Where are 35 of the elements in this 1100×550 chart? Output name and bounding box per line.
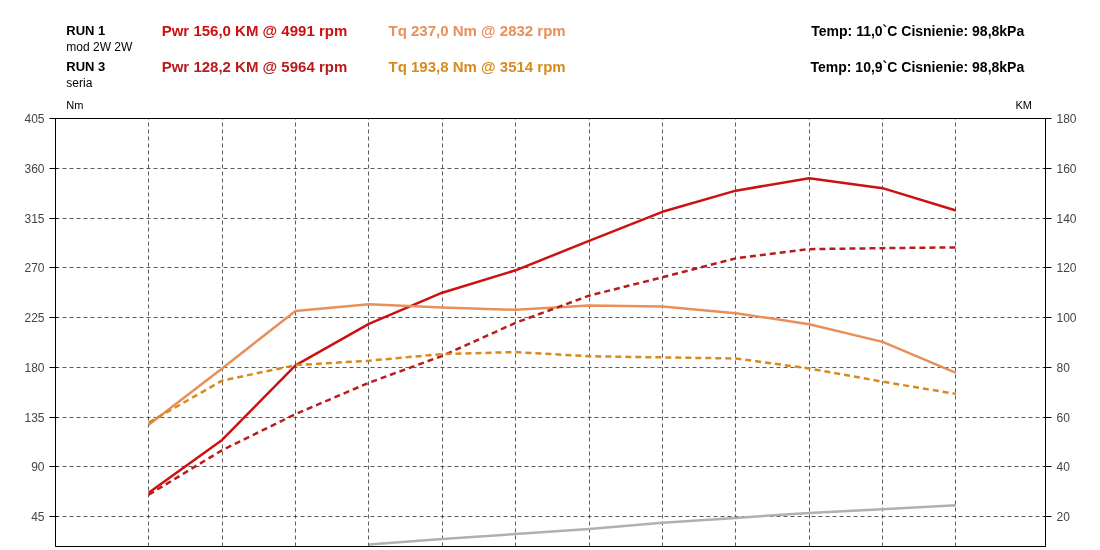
y-tick-label: 225	[24, 311, 45, 326]
y-tick-label: 270	[24, 261, 45, 276]
line-series	[367, 503, 958, 546]
y2-axis-title: KM	[1015, 98, 1032, 111]
y2-tick-label: 100	[1056, 311, 1077, 326]
line-series	[147, 246, 958, 496]
y2-tick-label: 160	[1056, 161, 1077, 176]
line-series	[147, 350, 958, 424]
text: Temp: 10,9`C Cisnienie: 98,8kPa	[810, 58, 1025, 75]
text: mod 2W 2W	[66, 39, 133, 54]
text: Pwr 128,2 KM @ 5964 rpm	[161, 58, 348, 75]
line-series	[147, 176, 958, 494]
text: Pwr 156,0 KM @ 4991 rpm	[161, 22, 348, 39]
y2-tick-label: 80	[1056, 360, 1071, 375]
y2-tick-label: 180	[1056, 112, 1077, 126]
y-tick-label: 360	[24, 161, 45, 176]
y-axis-title: Nm	[66, 98, 84, 111]
y2-tick-label: 40	[1056, 460, 1071, 475]
y-tick-label: 135	[24, 410, 45, 425]
y-tick-label: 180	[24, 360, 45, 375]
text: RUN 3	[66, 59, 106, 74]
text: seria	[66, 75, 93, 90]
text: Tq 237,0 Nm @ 2832 rpm	[388, 22, 566, 39]
text: RUN 1	[66, 23, 106, 38]
y-tick-label: 405	[24, 112, 45, 126]
line-series	[147, 303, 958, 427]
text: Temp: 11,0`C Cisnienie: 98,8kPa	[811, 22, 1025, 39]
y2-tick-label: 140	[1056, 211, 1077, 226]
y-tick-label: 315	[24, 211, 45, 226]
y2-tick-label: 120	[1056, 261, 1077, 276]
y2-tick-label: 60	[1056, 410, 1071, 425]
y-tick-label: 90	[31, 460, 45, 475]
y2-tick-label: 20	[1056, 510, 1071, 525]
y-tick-label: 45	[31, 510, 45, 525]
text: Tq 193,8 Nm @ 3514 rpm	[388, 58, 566, 75]
